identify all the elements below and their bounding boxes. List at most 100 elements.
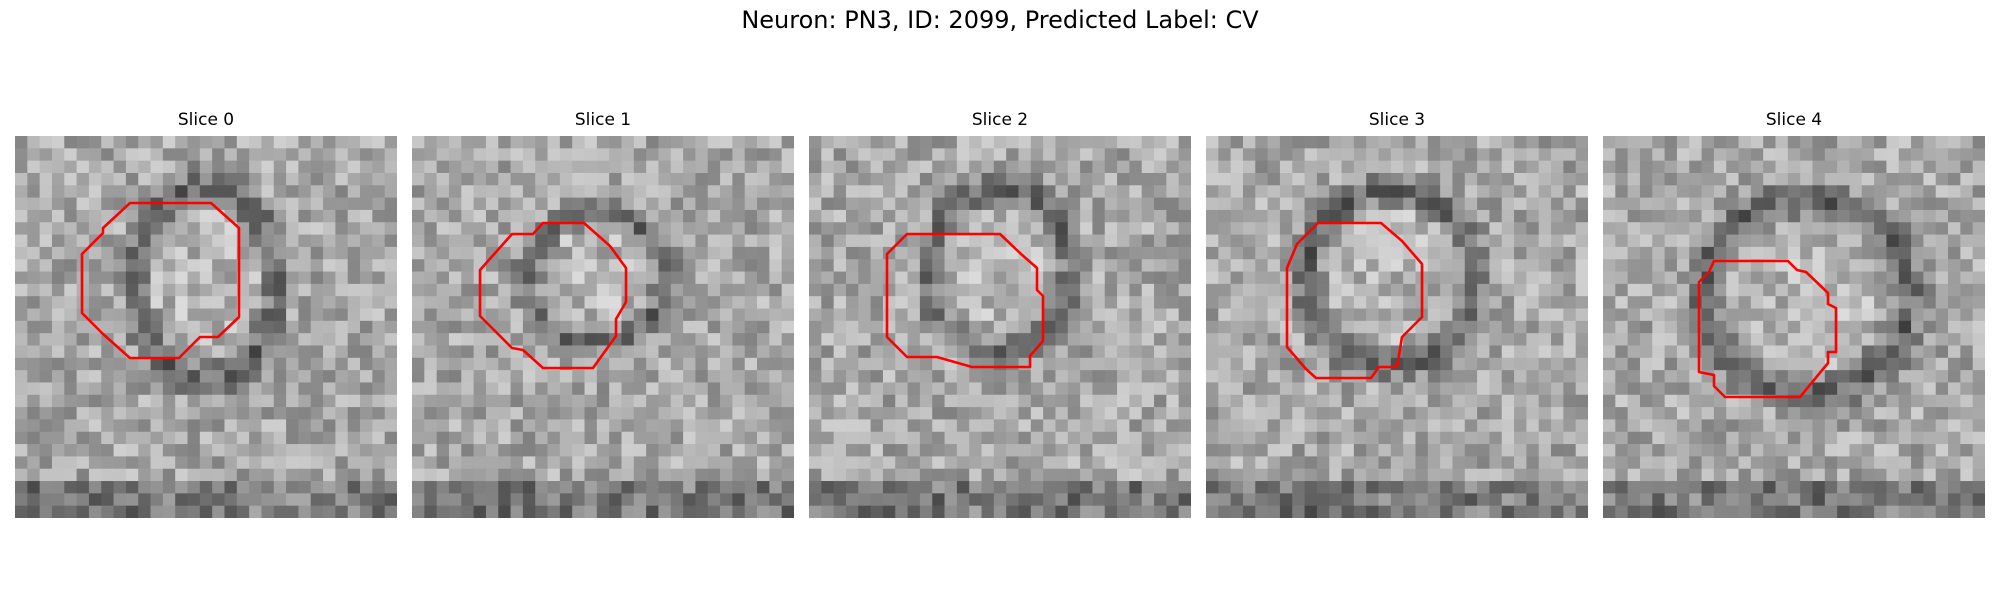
pixel-cell (547, 271, 561, 285)
pixel-cell (1055, 370, 1069, 383)
pixel-cell (1117, 185, 1130, 199)
pixel-cell (609, 296, 622, 309)
pixel-cell (1874, 382, 1887, 396)
pixel-cell (199, 345, 213, 359)
pixel-cell (1923, 481, 1937, 494)
pixel-cell (461, 493, 475, 507)
pixel-cell (436, 234, 450, 248)
pixel-cell (199, 394, 213, 408)
pixel-cell (1960, 481, 1974, 494)
pixel-cell (1353, 222, 1367, 235)
pixel-cell (76, 456, 90, 470)
pixel-cell (1166, 283, 1180, 297)
pixel-cell (199, 136, 213, 149)
pixel-cell (1267, 185, 1281, 199)
pixel-cell (1563, 209, 1577, 223)
pixel-cell (1948, 320, 1961, 334)
pixel-cell (535, 136, 548, 149)
pixel-cell (744, 456, 758, 470)
pixel-cell (584, 320, 598, 334)
pixel-cell (1514, 271, 1527, 285)
pixel-cell (384, 382, 397, 396)
pixel-cell (461, 407, 475, 420)
pixel-cell (335, 407, 349, 420)
pixel-cell (683, 468, 696, 482)
pixel-cell (683, 308, 696, 322)
pixel-cell (1948, 370, 1961, 383)
pixel-cell (919, 407, 933, 420)
pixel-cell (286, 468, 299, 482)
pixel-cell (1104, 308, 1118, 322)
pixel-cell (1639, 444, 1653, 457)
pixel-cell (1267, 481, 1281, 494)
pixel-cell (1304, 493, 1318, 507)
pixel-cell (1837, 419, 1850, 433)
pixel-cell (199, 333, 213, 346)
pixel-cell (633, 382, 647, 396)
pixel-cell (212, 357, 225, 371)
pixel-cell (249, 197, 262, 211)
pixel-cell (757, 197, 770, 211)
pixel-cell (1935, 148, 1949, 162)
pixel-cell (695, 259, 709, 272)
pixel-cell (1652, 185, 1666, 199)
pixel-cell (757, 185, 770, 199)
pixel-cell (956, 172, 970, 186)
pixel-cell (335, 370, 349, 383)
pixel-cell (821, 185, 835, 199)
pixel-cell (88, 345, 102, 359)
pixel-cell (1787, 370, 1801, 383)
pixel-cell (781, 234, 794, 248)
pixel-cell (1526, 234, 1540, 248)
pixel-cell (1316, 160, 1330, 174)
pixel-cell (1898, 283, 1912, 297)
pixel-cell (1006, 333, 1019, 346)
pixel-cell (584, 345, 598, 359)
pixel-cell (1489, 283, 1503, 297)
pixel-cell (1652, 505, 1666, 518)
pixel-cell (448, 431, 462, 445)
pixel-cell (919, 419, 933, 433)
pixel-cell (895, 296, 908, 309)
pixel-cell (1837, 357, 1850, 371)
pixel-cell (522, 431, 536, 445)
pixel-cell (1763, 320, 1776, 334)
pixel-cell (781, 419, 794, 433)
pixel-cell (522, 505, 536, 518)
pixel-cell (535, 456, 548, 470)
pixel-cell (833, 431, 847, 445)
pixel-cell (584, 481, 598, 494)
pixel-cell (707, 481, 721, 494)
pixel-cell (424, 333, 438, 346)
pixel-cell (323, 505, 336, 518)
pixel-cell (707, 271, 721, 285)
pixel-cell (473, 136, 487, 149)
pixel-cell (1960, 456, 1974, 470)
pixel-cell (15, 283, 28, 297)
pixel-cell (1316, 419, 1330, 433)
pixel-cell (572, 160, 585, 174)
pixel-cell (882, 259, 896, 272)
pixel-cell (1689, 160, 1702, 174)
pixel-cell (858, 259, 872, 272)
pixel-cell (1378, 505, 1392, 518)
pixel-cell (769, 419, 783, 433)
pixel-cell (1713, 357, 1727, 371)
pixel-cell (310, 185, 324, 199)
pixel-cell (535, 296, 548, 309)
pixel-cell (670, 185, 684, 199)
pixel-cell (1972, 320, 1985, 334)
pixel-cell (1104, 456, 1118, 470)
pixel-cell (646, 271, 659, 285)
pixel-cell (1378, 308, 1392, 322)
pixel-cell (498, 431, 511, 445)
pixel-cell (323, 320, 336, 334)
pixel-cell (1551, 407, 1564, 420)
pixel-cell (1886, 419, 1900, 433)
pixel-cell (584, 296, 598, 309)
pixel-cell (744, 493, 758, 507)
pixel-cell (1055, 468, 1069, 482)
pixel-cell (15, 431, 28, 445)
pixel-cell (919, 320, 933, 334)
pixel-cell (1440, 259, 1453, 272)
